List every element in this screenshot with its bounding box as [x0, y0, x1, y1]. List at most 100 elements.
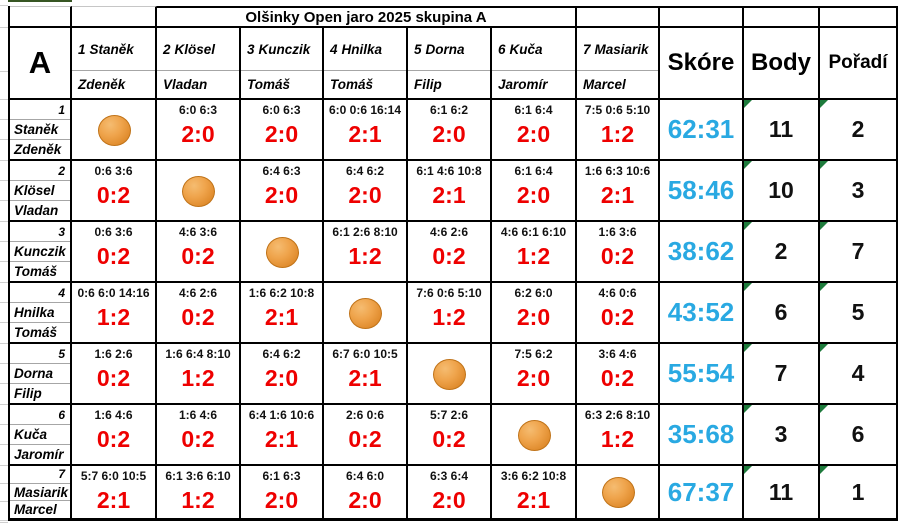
row-header-player[interactable]: 2 Klösel Vladan: [10, 161, 72, 222]
rank-cell[interactable]: 2: [820, 100, 898, 161]
match-cell[interactable]: 0:6 3:6 0:2: [72, 222, 157, 283]
group-label[interactable]: A: [10, 28, 72, 100]
match-cell[interactable]: 5:7 2:6 0:2: [408, 405, 492, 466]
match-cell[interactable]: [408, 344, 492, 405]
match-cell[interactable]: 6:4 6:3 2:0: [241, 161, 324, 222]
column-header-rank[interactable]: Pořadí: [820, 28, 898, 100]
points-cell[interactable]: 3: [744, 405, 820, 466]
column-header-points[interactable]: Body: [744, 28, 820, 100]
match-cell[interactable]: 1:6 2:6 0:2: [72, 344, 157, 405]
match-cell[interactable]: 6:1 6:3 2:0: [241, 466, 324, 521]
match-cell[interactable]: 4:6 2:6 0:2: [408, 222, 492, 283]
match-cell[interactable]: 6:0 6:3 2:0: [157, 100, 241, 161]
score-total-cell[interactable]: 38:62: [660, 222, 744, 283]
title-row-empty-cell[interactable]: [72, 6, 157, 28]
column-header-player-3[interactable]: 3 Kunczik Tomáš: [241, 28, 324, 100]
match-cell[interactable]: [577, 466, 660, 521]
score-total-cell[interactable]: 67:37: [660, 466, 744, 521]
title-row-empty-cell[interactable]: [10, 6, 72, 28]
match-cell[interactable]: 6:1 6:4 2:0: [492, 161, 577, 222]
match-cell[interactable]: 6:7 6:0 10:5 2:1: [324, 344, 408, 405]
title-row-empty-cell[interactable]: [744, 6, 820, 28]
column-header-player-2[interactable]: 2 Klösel Vladan: [157, 28, 241, 100]
row-header-player[interactable]: 5 Dorna Filip: [10, 344, 72, 405]
player-surname: Klösel: [10, 181, 70, 201]
match-cell[interactable]: 6:1 4:6 10:8 2:1: [408, 161, 492, 222]
rank-cell[interactable]: 6: [820, 405, 898, 466]
points-cell[interactable]: 11: [744, 100, 820, 161]
match-cell[interactable]: [324, 283, 408, 344]
match-cell[interactable]: 7:6 0:6 5:10 1:2: [408, 283, 492, 344]
match-cell[interactable]: [157, 161, 241, 222]
score-total-cell[interactable]: 35:68: [660, 405, 744, 466]
set-scores: 6:4 6:3: [262, 164, 301, 178]
points-cell[interactable]: 2: [744, 222, 820, 283]
match-cell[interactable]: 1:6 6:3 10:6 2:1: [577, 161, 660, 222]
match-cell[interactable]: 0:6 3:6 0:2: [72, 161, 157, 222]
match-cell[interactable]: 6:0 0:6 16:14 2:1: [324, 100, 408, 161]
set-scores: 4:6 6:1 6:10: [500, 225, 567, 239]
match-cell[interactable]: 7:5 6:2 2:0: [492, 344, 577, 405]
match-cell[interactable]: [241, 222, 324, 283]
score-total-cell[interactable]: 58:46: [660, 161, 744, 222]
match-cell[interactable]: 6:4 6:2 2:0: [241, 344, 324, 405]
match-cell[interactable]: 2:6 0:6 0:2: [324, 405, 408, 466]
title-row-empty-cell[interactable]: [577, 6, 660, 28]
rank-cell[interactable]: 1: [820, 466, 898, 521]
row-header-player[interactable]: 4 Hnilka Tomáš: [10, 283, 72, 344]
points-cell[interactable]: 6: [744, 283, 820, 344]
match-cell[interactable]: 6:1 2:6 8:10 1:2: [324, 222, 408, 283]
match-cell[interactable]: 6:2 6:0 2:0: [492, 283, 577, 344]
match-cell[interactable]: 1:6 4:6 0:2: [157, 405, 241, 466]
match-cell[interactable]: 1:6 6:4 8:10 1:2: [157, 344, 241, 405]
match-cell[interactable]: 1:6 6:2 10:8 2:1: [241, 283, 324, 344]
match-cell[interactable]: 6:3 6:4 2:0: [408, 466, 492, 521]
title-row-empty-cell[interactable]: [660, 6, 744, 28]
score-total-cell[interactable]: 62:31: [660, 100, 744, 161]
match-cell[interactable]: [72, 100, 157, 161]
row-header-player[interactable]: 1 Staněk Zdeněk: [10, 100, 72, 161]
match-cell[interactable]: 4:6 2:6 0:2: [157, 283, 241, 344]
row-header-player[interactable]: 6 Kuča Jaromír: [10, 405, 72, 466]
rank-cell[interactable]: 5: [820, 283, 898, 344]
points-cell[interactable]: 11: [744, 466, 820, 521]
points-cell[interactable]: 10: [744, 161, 820, 222]
match-cell[interactable]: 1:6 4:6 0:2: [72, 405, 157, 466]
row-header-player[interactable]: 7 Masiarik Marcel: [10, 466, 72, 521]
column-header-score[interactable]: Skóre: [660, 28, 744, 100]
rank-cell[interactable]: 4: [820, 344, 898, 405]
score-total-cell[interactable]: 55:54: [660, 344, 744, 405]
match-cell[interactable]: 6:1 3:6 6:10 1:2: [157, 466, 241, 521]
column-header-player-1[interactable]: 1 Staněk Zdeněk: [72, 28, 157, 100]
player-surname: Klösel: [174, 41, 216, 57]
match-result: 2:1: [264, 426, 299, 452]
rank-cell[interactable]: 7: [820, 222, 898, 283]
match-cell[interactable]: 6:4 6:2 2:0: [324, 161, 408, 222]
match-cell[interactable]: 4:6 6:1 6:10 1:2: [492, 222, 577, 283]
match-cell[interactable]: 7:5 0:6 5:10 1:2: [577, 100, 660, 161]
title-row-empty-cell[interactable]: [820, 6, 898, 28]
column-header-player-5[interactable]: 5 Dorna Filip: [408, 28, 492, 100]
match-cell[interactable]: 4:6 3:6 0:2: [157, 222, 241, 283]
match-cell[interactable]: 3:6 6:2 10:8 2:1: [492, 466, 577, 521]
match-cell[interactable]: 1:6 3:6 0:2: [577, 222, 660, 283]
match-cell[interactable]: 5:7 6:0 10:5 2:1: [72, 466, 157, 521]
match-cell[interactable]: 6:4 6:0 2:0: [324, 466, 408, 521]
column-header-player-4[interactable]: 4 Hnilka Tomáš: [324, 28, 408, 100]
column-header-player-7[interactable]: 7 Masiarik Marcel: [577, 28, 660, 100]
points-cell[interactable]: 7: [744, 344, 820, 405]
match-cell[interactable]: 6:0 6:3 2:0: [241, 100, 324, 161]
match-cell[interactable]: 6:3 2:6 8:10 1:2: [577, 405, 660, 466]
match-cell[interactable]: [492, 405, 577, 466]
match-cell[interactable]: 3:6 4:6 0:2: [577, 344, 660, 405]
match-cell[interactable]: 6:4 1:6 10:6 2:1: [241, 405, 324, 466]
rank-cell[interactable]: 3: [820, 161, 898, 222]
match-cell[interactable]: 6:1 6:4 2:0: [492, 100, 577, 161]
match-cell[interactable]: 6:1 6:2 2:0: [408, 100, 492, 161]
score-total-cell[interactable]: 43:52: [660, 283, 744, 344]
column-header-player-6[interactable]: 6 Kuča Jaromír: [492, 28, 577, 100]
tournament-title[interactable]: Olšinky Open jaro 2025 skupina A: [157, 6, 577, 28]
match-cell[interactable]: 4:6 0:6 0:2: [577, 283, 660, 344]
match-cell[interactable]: 0:6 6:0 14:16 1:2: [72, 283, 157, 344]
row-header-player[interactable]: 3 Kunczik Tomáš: [10, 222, 72, 283]
